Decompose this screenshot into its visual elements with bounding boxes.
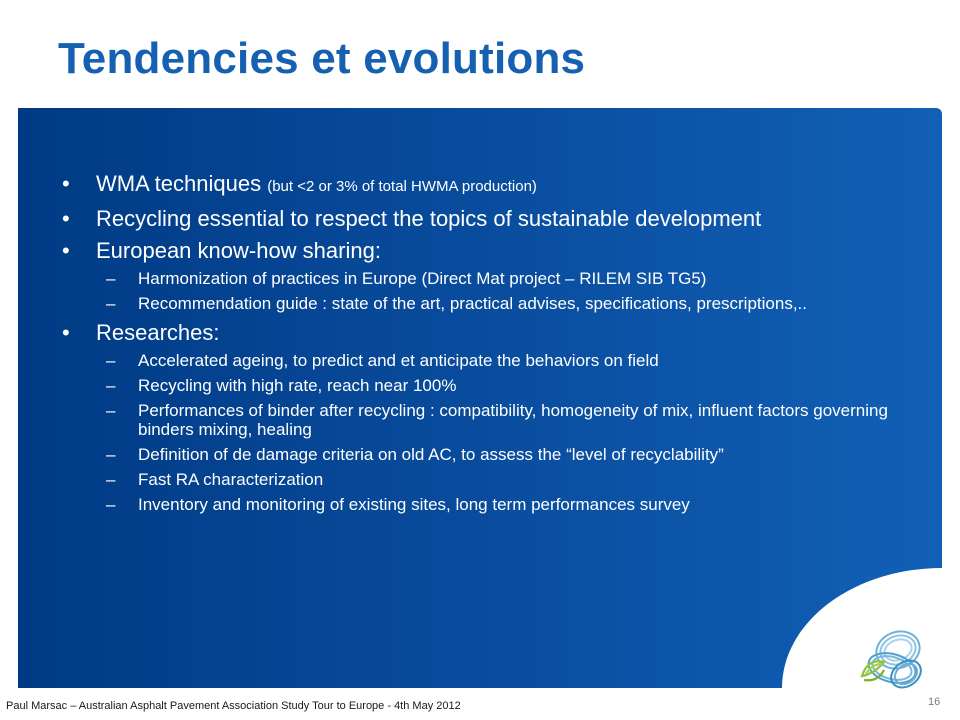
dash-glyph: – bbox=[106, 470, 116, 489]
sub-bullet-text: Definition of de damage criteria on old … bbox=[138, 445, 724, 464]
footer-text: Paul Marsac – Australian Asphalt Pavemen… bbox=[6, 700, 461, 712]
sub-bullet-text: Accelerated ageing, to predict and et an… bbox=[138, 351, 659, 370]
bullet-glyph: • bbox=[62, 171, 70, 196]
dash-glyph: – bbox=[106, 351, 116, 370]
sub-bullet-text: Fast RA characterization bbox=[138, 470, 324, 489]
sub-bullet-item: – Recommendation guide : state of the ar… bbox=[62, 294, 922, 313]
dash-glyph: – bbox=[106, 294, 116, 313]
dash-glyph: – bbox=[106, 445, 116, 464]
content-panel bbox=[18, 108, 942, 688]
sub-bullet-text: Recommendation guide : state of the art,… bbox=[138, 294, 807, 313]
bullet-item: • Researches: bbox=[62, 319, 922, 347]
page-number: 16 bbox=[928, 696, 941, 708]
bullet-text: Researches: bbox=[96, 320, 220, 345]
sub-bullet-text: Inventory and monitoring of existing sit… bbox=[138, 495, 690, 514]
sub-bullet-item: – Definition of de damage criteria on ol… bbox=[62, 445, 922, 464]
bullet-list: • WMA techniques (but <2 or 3% of total … bbox=[62, 170, 922, 520]
dash-glyph: – bbox=[106, 401, 116, 420]
sub-bullet-text: Harmonization of practices in Europe (Di… bbox=[138, 269, 707, 288]
circular-ribbon-logo-icon bbox=[860, 630, 922, 689]
bullet-text: WMA techniques bbox=[96, 171, 262, 196]
bullet-note: (but <2 or 3% of total HWMA production) bbox=[267, 178, 537, 195]
slide-title: Tendencies et evolutions bbox=[58, 34, 586, 83]
sub-bullet-item: – Harmonization of practices in Europe (… bbox=[62, 269, 922, 288]
bullet-glyph: • bbox=[62, 206, 70, 231]
sub-bullet-item: – Fast RA characterization bbox=[62, 470, 922, 489]
sub-bullet-item: – Recycling with high rate, reach near 1… bbox=[62, 376, 922, 395]
sub-bullet-item: – Accelerated ageing, to predict and et … bbox=[62, 351, 922, 370]
bullet-text: European know-how sharing: bbox=[96, 238, 381, 263]
dash-glyph: – bbox=[106, 376, 116, 395]
bullet-item: • WMA techniques (but <2 or 3% of total … bbox=[62, 170, 922, 201]
sub-bullet-text: Recycling with high rate, reach near 100… bbox=[138, 376, 457, 395]
bullet-item: • Recycling essential to respect the top… bbox=[62, 205, 922, 233]
sub-bullet-text: Performances of binder after recycling :… bbox=[138, 401, 888, 439]
bullet-glyph: • bbox=[62, 238, 70, 263]
bullet-text: Recycling essential to respect the topic… bbox=[96, 206, 762, 231]
sub-bullet-item: – Performances of binder after recycling… bbox=[62, 401, 922, 439]
bullet-glyph: • bbox=[62, 320, 70, 345]
dash-glyph: – bbox=[106, 269, 116, 288]
bullet-item: • European know-how sharing: bbox=[62, 237, 922, 265]
dash-glyph: – bbox=[106, 495, 116, 514]
sub-bullet-item: – Inventory and monitoring of existing s… bbox=[62, 495, 922, 514]
